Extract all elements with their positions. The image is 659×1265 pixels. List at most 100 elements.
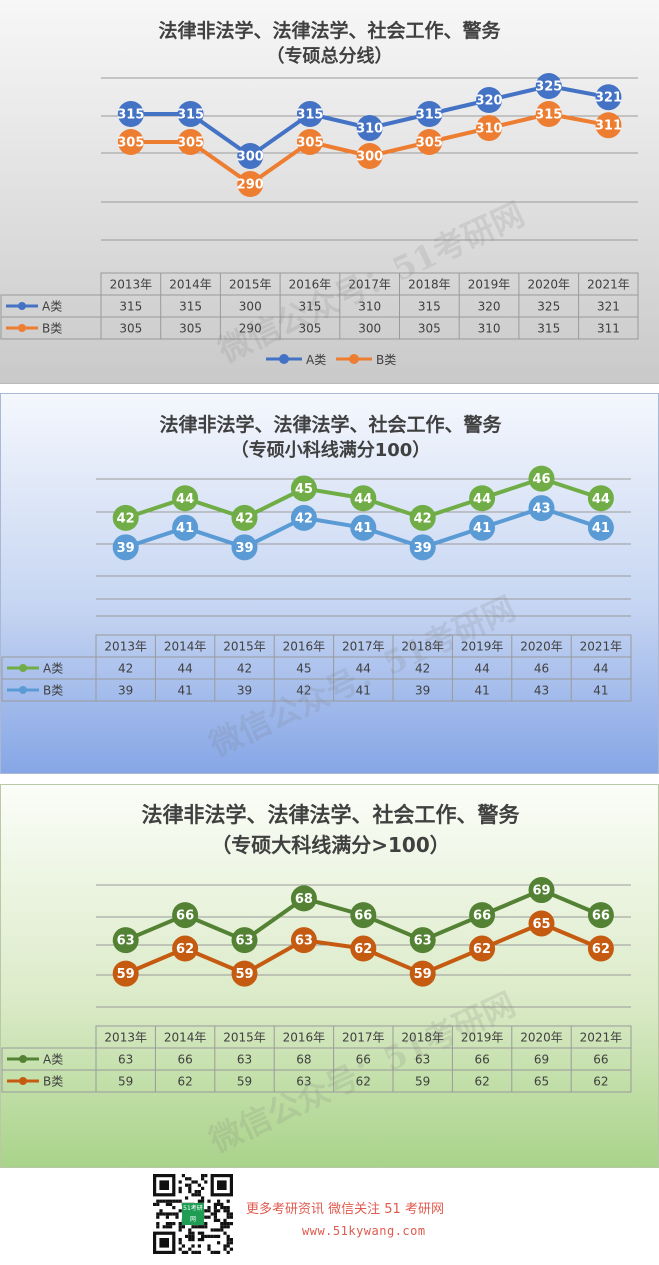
- data-point: [231, 927, 258, 954]
- qr-module: [226, 1209, 230, 1213]
- data-label: 42: [235, 511, 253, 526]
- qr-module: [201, 1177, 205, 1181]
- qr-module: [217, 1209, 221, 1213]
- data-point: [528, 910, 555, 937]
- data-point: [595, 112, 622, 139]
- qr-module: [223, 1206, 227, 1210]
- table-cell: 310: [478, 322, 501, 336]
- qr-module: [210, 1250, 214, 1254]
- data-label: 43: [532, 502, 550, 517]
- data-point: [587, 514, 614, 541]
- data-label: 290: [237, 178, 264, 193]
- table-row: [1, 1069, 632, 1093]
- x-tick-label: 2020年: [527, 278, 570, 292]
- qr-module: [191, 1231, 195, 1235]
- qr-module: [165, 1215, 169, 1219]
- table-cell: 325: [537, 300, 560, 314]
- qr-module: [204, 1234, 208, 1238]
- data-label: 321: [595, 91, 622, 106]
- data-point: [587, 902, 614, 929]
- qr-module: [213, 1215, 217, 1219]
- qr-module: [185, 1250, 189, 1254]
- data-label: 63: [117, 934, 135, 949]
- chart-panel-large-subject: 法律非法学、法律法学、社会工作、警务 （专硕大科线满分>100） 63 66 63 6…: [0, 784, 659, 1168]
- qr-module: [207, 1209, 211, 1213]
- table-cell: 41: [474, 684, 489, 698]
- data-point: [350, 902, 377, 929]
- data-point: [350, 514, 377, 541]
- qr-module: [159, 1209, 163, 1213]
- qr-module: [213, 1228, 217, 1232]
- qr-module: [217, 1202, 221, 1206]
- data-label: 59: [235, 967, 253, 982]
- data-point: [231, 534, 258, 561]
- qr-module: [213, 1212, 217, 1216]
- qr-module: [217, 1228, 221, 1232]
- x-tick-label: 2014年: [164, 1031, 207, 1045]
- qr-module: [153, 1202, 157, 1206]
- qr-module: [194, 1193, 198, 1197]
- qr-module: [220, 1222, 224, 1226]
- qr-module: [217, 1218, 221, 1222]
- chart-title: 法律非法学、法律法学、社会工作、警务: [159, 414, 502, 436]
- data-label: 305: [296, 136, 323, 151]
- data-point: [290, 504, 317, 531]
- line-chart-total-score: 315 315 300 315 310 315 320 325 321 305 305 290 305 3…: [0, 73, 639, 367]
- data-label: 62: [473, 942, 491, 957]
- x-tick-label: 2013年: [104, 640, 147, 654]
- qr-module: [197, 1231, 201, 1235]
- table-cell: 63: [415, 1053, 430, 1067]
- qr-module: [201, 1174, 205, 1178]
- footer: 51考研网 更多考研资讯 微信关注 51 考研网 www.51kywang.co…: [0, 1168, 659, 1265]
- x-tick-label: 2020年: [520, 640, 563, 654]
- qr-module: [188, 1190, 192, 1194]
- x-tick-label: 2017年: [348, 278, 391, 292]
- qr-module: [210, 1212, 214, 1216]
- data-point: [231, 960, 258, 987]
- table-cell: 42: [415, 662, 430, 676]
- table-cell: 65: [534, 1075, 549, 1089]
- qr-module: [165, 1225, 169, 1229]
- legend-label: B类: [376, 353, 396, 367]
- table-cell: 41: [177, 684, 192, 698]
- qr-module: [156, 1215, 160, 1219]
- qr-module: [220, 1225, 224, 1229]
- qr-module: [159, 1199, 163, 1203]
- qr-module: [172, 1206, 176, 1210]
- legend-marker: [349, 354, 359, 364]
- qr-module: [178, 1209, 182, 1213]
- data-label: 44: [473, 492, 491, 507]
- data-point: [290, 475, 317, 502]
- qr-module: [229, 1247, 233, 1251]
- x-tick-label: 2021年: [587, 278, 630, 292]
- table-cell: 44: [593, 662, 608, 676]
- table-cell: 44: [474, 662, 489, 676]
- qr-module: [194, 1180, 198, 1184]
- qr-finder: [217, 1180, 227, 1190]
- qr-module: [204, 1222, 208, 1226]
- footer-website-link[interactable]: www.51kywang.com: [302, 1224, 426, 1238]
- data-point: [595, 84, 622, 111]
- qr-module: [191, 1234, 195, 1238]
- data-label: 63: [414, 934, 432, 949]
- qr-module: [197, 1238, 201, 1242]
- table-cell: 62: [177, 1075, 192, 1089]
- qr-module: [188, 1228, 192, 1232]
- table-cell: 300: [358, 322, 381, 336]
- data-point: [476, 87, 503, 113]
- data-point: [112, 960, 139, 987]
- qr-module: [223, 1244, 227, 1248]
- legend-label: A类: [306, 353, 326, 367]
- qr-module: [185, 1177, 189, 1181]
- qr-module: [172, 1212, 176, 1216]
- qr-module: [220, 1206, 224, 1210]
- qr-module: [201, 1225, 205, 1229]
- data-label: 315: [177, 108, 204, 123]
- x-tick-label: 2016年: [283, 640, 326, 654]
- chart-subtitle: （专硕小科线满分100）: [230, 440, 431, 461]
- qr-module: [165, 1202, 169, 1206]
- data-label: 325: [535, 80, 562, 95]
- qr-module: [229, 1212, 233, 1216]
- qr-module: [207, 1244, 211, 1248]
- table-cell: 305: [418, 322, 441, 336]
